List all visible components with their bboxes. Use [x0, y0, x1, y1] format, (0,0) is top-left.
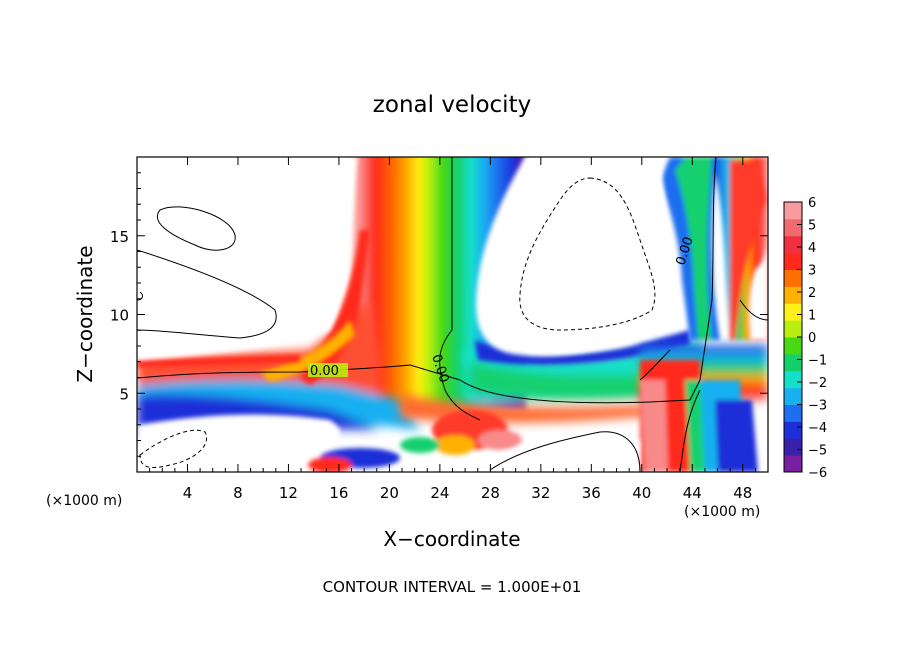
x-tick-label: 28: [481, 484, 500, 502]
y-axis-label: Z−coordinate: [73, 245, 97, 382]
contour-interval-note: CONTOUR INTERVAL = 1.000E+01: [323, 578, 582, 596]
colorbar-swatch: [784, 337, 802, 355]
x-tick-label: 44: [683, 484, 702, 502]
x-unit-right: (×1000 m): [684, 504, 760, 520]
colorbar-swatch: [784, 202, 802, 220]
x-tick-label: 24: [430, 484, 449, 502]
x-tick-label: 36: [582, 484, 601, 502]
colorbar-swatch: [784, 421, 802, 439]
colorbar-swatch: [784, 252, 802, 270]
x-tick-label: 40: [632, 484, 651, 502]
lower-right-columns: [640, 360, 758, 472]
colorbar-swatch: [784, 404, 802, 422]
contour-lines: [137, 157, 768, 472]
colorbar-swatch: [784, 387, 802, 405]
y-tick-label: 10: [110, 307, 129, 325]
y-axis: 5 10 15: [110, 172, 768, 457]
x-tick-label: 12: [279, 484, 298, 502]
y-tick-label: 5: [119, 385, 129, 403]
colorbar-swatch: [784, 218, 802, 237]
colorbar-tick-label: 2: [808, 286, 816, 301]
contour-label: 0.00: [310, 364, 339, 379]
colorbar-tick-label: 3: [808, 264, 816, 279]
mixing-region: [308, 410, 522, 472]
colorbar-tick-label: −1: [808, 354, 827, 369]
contour-dashed: [139, 177, 656, 468]
x-tick-label: 48: [733, 484, 752, 502]
x-tick-label: 4: [183, 484, 193, 502]
colorbar-tick-label: 0: [808, 331, 816, 346]
contour-zero-vertical: [439, 157, 481, 421]
colorbar-swatch: [784, 438, 802, 456]
colorbar-swatch: [784, 353, 802, 372]
colorbar-swatch: [784, 320, 802, 338]
x-axis-label: X−coordinate: [383, 527, 520, 551]
x-tick-label: 16: [329, 484, 348, 502]
colorbar-tick-label: −2: [808, 376, 827, 391]
chart-title: zonal velocity: [373, 92, 531, 118]
chart-title-group: zonal velocity: [373, 92, 531, 118]
colorbar-tick-label: −5: [808, 444, 827, 459]
colorbar-swatch: [784, 235, 802, 254]
heatmap-field: 0.00 0.00 0.00: [137, 157, 768, 472]
white-lobes: [137, 157, 768, 472]
x-unit-left: (×1000 m): [46, 493, 122, 509]
colorbar-tick-label: 5: [808, 219, 816, 234]
colorbar-tick-label: 1: [808, 309, 816, 324]
colorbar-swatch: [784, 269, 802, 287]
colorbar-swatch: [784, 286, 802, 304]
contour-zero: [137, 157, 717, 404]
y-tick-label: 15: [110, 228, 129, 246]
colorbar-swatch: [784, 303, 802, 321]
x-tick-label: 20: [380, 484, 399, 502]
colorbar-tick-label: −6: [808, 466, 827, 481]
x-tick-label: 32: [531, 484, 550, 502]
colorbar-tick-label: −3: [808, 399, 827, 414]
colorbar-swatch: [784, 370, 802, 389]
colorbar-swatch: [784, 455, 802, 473]
colorbar-tick-label: −4: [808, 421, 827, 436]
x-axis: 4 8 12 16 20 24 28 32 36 40 44 48: [149, 157, 756, 502]
colorbar: 6 5 4 3 2 1 0 −1 −2 −3 −4 −5 −6: [783, 196, 827, 481]
colorbar-tick-label: 6: [808, 196, 816, 211]
colorbar-tick-label: 4: [808, 241, 816, 256]
x-tick-label: 8: [233, 484, 243, 502]
